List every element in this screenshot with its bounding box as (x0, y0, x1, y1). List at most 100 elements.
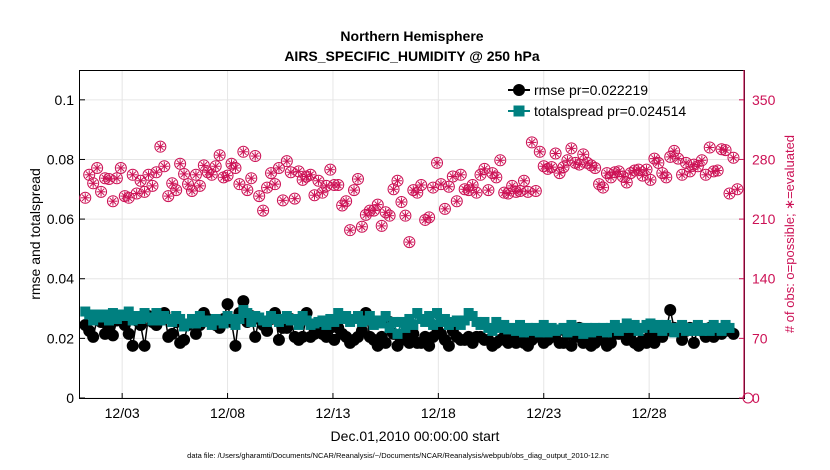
obs-possible-point (703, 141, 716, 154)
totalspread-point (404, 313, 415, 324)
obs-evaluated-point (566, 143, 576, 153)
totalspread-point (534, 327, 545, 338)
obs-evaluated-point (448, 171, 458, 181)
totalspread-point (538, 319, 549, 330)
totalspread-point (392, 328, 403, 339)
obs-evaluated-point (638, 171, 648, 181)
totalspread-point (289, 313, 300, 324)
obs-evaluated-point (578, 149, 588, 159)
obs-evaluated-point (519, 176, 529, 186)
obs-evaluated-point (199, 160, 209, 170)
obs-possible-point (660, 171, 673, 184)
obs-evaluated-point (238, 147, 248, 157)
obs-possible-point (209, 160, 222, 173)
x-tick-label: 12/18 (421, 405, 456, 421)
obs-evaluated-point (606, 172, 616, 182)
obs-evaluated-point (559, 162, 569, 172)
obs-possible-point (146, 179, 159, 192)
y-tick-label: 0.08 (47, 151, 74, 167)
obs-evaluated-point (721, 145, 731, 155)
obs-evaluated-point (171, 185, 181, 195)
obs-evaluated-point (175, 159, 185, 169)
obs-possible-point (178, 167, 191, 180)
obs-zero-marker (742, 392, 754, 404)
obs-possible-point (201, 166, 214, 179)
totalspread-point (479, 316, 490, 327)
obs-evaluated-point (108, 196, 118, 206)
rmse-point (565, 339, 578, 352)
obs-possible-point (324, 163, 337, 176)
obs-evaluated-point (187, 186, 197, 196)
obs-evaluated-point (294, 166, 304, 176)
obs-evaluated-point (262, 183, 272, 193)
totalspread-point (107, 308, 118, 319)
obs-evaluated-point (645, 175, 655, 185)
totalspread-point (566, 319, 577, 330)
totalspread-point (574, 322, 585, 333)
obs-evaluated-point (140, 187, 150, 197)
obs-possible-point (154, 140, 167, 153)
obs-evaluated-point (274, 163, 284, 173)
obs-possible-point (537, 160, 550, 173)
obs-possible-point (162, 190, 175, 203)
obs-evaluated-point (535, 147, 545, 157)
obs-possible-point (529, 184, 542, 197)
totalspread-point (123, 306, 134, 317)
obs-evaluated-point (598, 183, 608, 193)
y-right-tick-label: 140 (752, 271, 776, 287)
rmse-point (687, 336, 700, 349)
obs-evaluated-point (495, 155, 505, 165)
totalspread-point (459, 315, 470, 326)
obs-evaluated-point (622, 177, 632, 187)
obs-evaluated-point (642, 165, 652, 175)
obs-evaluated-point (270, 179, 280, 189)
obs-possible-point (597, 181, 610, 194)
obs-possible-point (676, 168, 689, 181)
rmse-point (261, 324, 274, 337)
obs-possible-point (193, 179, 206, 192)
obs-possible-point (245, 172, 258, 185)
obs-evaluated-point (84, 170, 94, 180)
obs-possible-point (517, 174, 530, 187)
rmse-point (423, 339, 436, 352)
obs-possible-point (593, 178, 606, 191)
legend: rmse pr=0.022219 totalspread pr=0.024514 (508, 82, 686, 119)
rmse-point (237, 295, 250, 308)
totalspread-point (716, 325, 727, 336)
obs-evaluated-point (618, 171, 628, 181)
rmse-point (379, 336, 392, 349)
totalspread-point (629, 319, 640, 330)
totalspread-point (167, 316, 178, 327)
obs-evaluated-point (393, 176, 403, 186)
obs-evaluated-point (693, 161, 703, 171)
obs-possible-point (549, 147, 562, 160)
totalspread-point (511, 325, 522, 336)
obs-evaluated-point (353, 174, 363, 184)
obs-possible-point (233, 178, 246, 191)
totalspread-point (329, 316, 340, 327)
obs-evaluated-point (179, 169, 189, 179)
obs-evaluated-point (665, 152, 675, 162)
obs-evaluated-point (128, 170, 138, 180)
y-right-tick-label: 280 (752, 151, 776, 167)
rmse-point (249, 330, 262, 343)
totalspread-point (400, 322, 411, 333)
obs-evaluated-point (266, 168, 276, 178)
obs-evaluated-point (661, 172, 671, 182)
totalspread-point (218, 318, 229, 329)
obs-possible-point (95, 185, 108, 198)
totalspread-point (688, 325, 699, 336)
totalspread-point (194, 311, 205, 321)
obs-evaluated-point (705, 143, 715, 153)
totalspread-point (491, 316, 502, 327)
y-tick-label: 0.04 (47, 271, 74, 287)
totalspread-point (380, 311, 391, 321)
obs-possible-point (126, 168, 139, 181)
totalspread-point (234, 313, 245, 324)
totalspread-point (333, 308, 344, 319)
obs-evaluated-point (136, 176, 146, 186)
obs-possible-point (723, 187, 736, 200)
rmse-point (442, 339, 455, 352)
obs-evaluated-point (416, 180, 426, 190)
